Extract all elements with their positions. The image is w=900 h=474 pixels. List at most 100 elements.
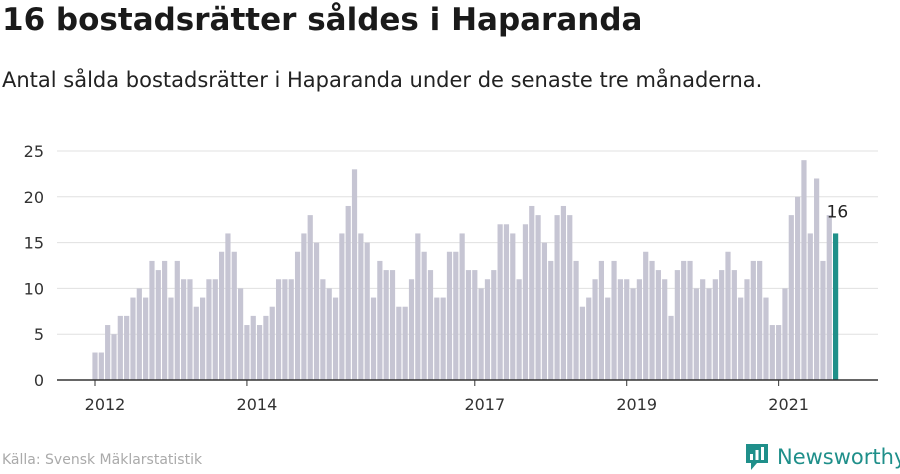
bar xyxy=(453,251,459,380)
bar xyxy=(491,270,497,380)
bar xyxy=(617,279,623,380)
bar xyxy=(757,260,763,380)
bar xyxy=(263,315,269,380)
bar xyxy=(124,315,130,380)
bar xyxy=(630,288,636,380)
bar xyxy=(586,297,592,380)
bar xyxy=(117,315,123,380)
bar xyxy=(744,279,750,380)
bar xyxy=(719,270,725,380)
bar xyxy=(503,224,510,380)
bar xyxy=(522,224,529,380)
bar xyxy=(250,315,256,380)
y-tick-label: 5 xyxy=(34,325,44,344)
bar xyxy=(636,279,642,380)
bar xyxy=(294,251,301,380)
bar xyxy=(554,215,560,380)
bar xyxy=(725,251,731,380)
bar xyxy=(795,196,801,380)
bar xyxy=(776,325,782,380)
bar xyxy=(510,233,516,380)
bar xyxy=(649,260,655,380)
bar xyxy=(478,288,484,380)
bar xyxy=(187,279,193,380)
bar xyxy=(788,215,794,380)
bar xyxy=(782,288,788,380)
bar xyxy=(592,279,598,380)
bar xyxy=(389,270,396,380)
bar xyxy=(396,306,402,380)
bar xyxy=(219,251,225,380)
bar xyxy=(440,297,446,380)
bar xyxy=(225,233,231,380)
bar xyxy=(332,297,339,380)
bar xyxy=(459,233,465,380)
bar xyxy=(668,315,674,380)
bar xyxy=(275,279,282,380)
y-tick-label: 0 xyxy=(34,371,44,390)
bar xyxy=(193,306,199,380)
bar xyxy=(750,260,756,380)
bar xyxy=(168,297,174,380)
bar xyxy=(256,325,263,380)
bar xyxy=(472,270,478,380)
bar xyxy=(655,270,661,380)
bar xyxy=(326,288,332,380)
bar xyxy=(598,260,604,380)
bar xyxy=(149,260,155,380)
x-tick-label: 2014 xyxy=(237,395,278,414)
bar xyxy=(206,279,212,380)
data-labels: 16 xyxy=(827,202,849,222)
bar xyxy=(814,178,820,380)
chart-title: 16 bostadsrätter såldes i Haparanda xyxy=(2,2,643,38)
bar xyxy=(763,297,769,380)
bars xyxy=(92,160,839,380)
y-tick-label: 25 xyxy=(24,142,44,161)
bar xyxy=(662,279,668,380)
bar xyxy=(807,233,813,380)
bar xyxy=(98,352,104,380)
bar xyxy=(535,215,541,380)
chart-subtitle: Antal sålda bostadsrätter i Haparanda un… xyxy=(2,68,763,92)
bar xyxy=(92,352,98,380)
y-tick-label: 15 xyxy=(24,234,44,253)
bar xyxy=(427,270,434,380)
bar xyxy=(465,270,472,380)
bar xyxy=(136,288,142,380)
bar xyxy=(111,334,117,380)
bar xyxy=(339,233,345,380)
bar xyxy=(421,251,427,380)
bar xyxy=(624,279,630,380)
bar xyxy=(516,279,522,380)
brand-name: Newsworthy xyxy=(777,445,900,469)
bar xyxy=(484,279,491,380)
bar xyxy=(529,205,535,380)
bar xyxy=(674,270,680,380)
last-value-label: 16 xyxy=(827,202,849,222)
bar xyxy=(307,215,313,380)
bar xyxy=(446,251,453,380)
bar xyxy=(345,205,351,380)
bar xyxy=(700,279,706,380)
bar xyxy=(200,297,206,380)
y-tick-label: 20 xyxy=(24,188,44,207)
bar xyxy=(269,306,275,380)
bar xyxy=(611,260,617,380)
bar xyxy=(351,169,358,380)
bar xyxy=(181,279,187,380)
bar xyxy=(769,325,775,380)
bar xyxy=(174,260,180,380)
bar xyxy=(130,297,136,380)
bar xyxy=(826,215,832,380)
bar xyxy=(358,233,364,380)
bar xyxy=(567,215,573,380)
bar xyxy=(643,251,649,380)
x-tick-label: 2012 xyxy=(85,395,126,414)
bar xyxy=(579,306,586,380)
bar xyxy=(105,325,111,380)
bar xyxy=(605,297,611,380)
bar xyxy=(548,260,554,380)
bar xyxy=(712,279,718,380)
bar xyxy=(738,297,744,380)
bar xyxy=(408,279,415,380)
